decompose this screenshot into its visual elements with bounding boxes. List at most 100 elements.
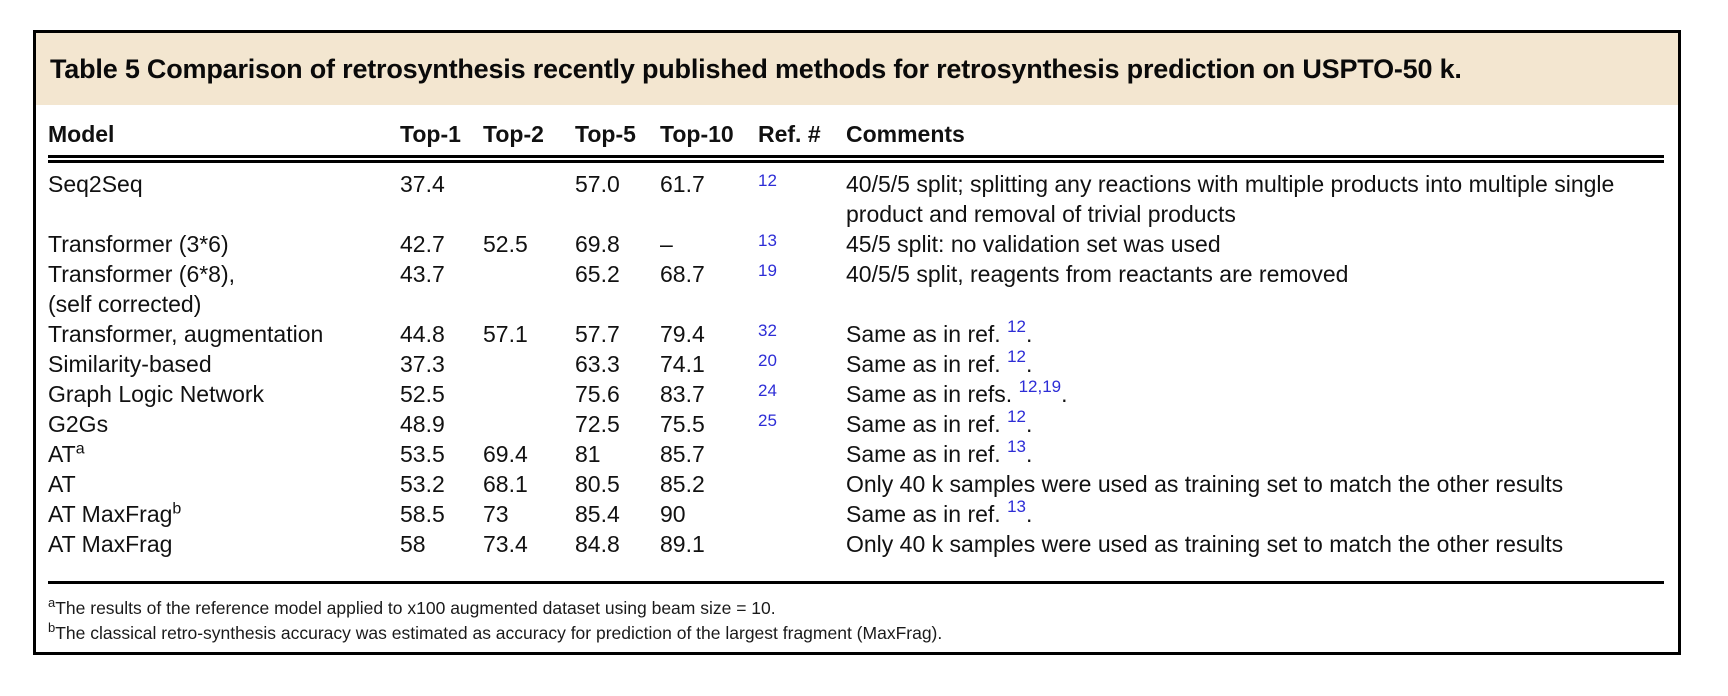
footnote-b-text: The classical retro-synthesis accuracy w… <box>55 623 943 643</box>
comment-text: Only 40 k samples were used as training … <box>846 471 1564 497</box>
comment-cell: Same as in ref. 12. <box>846 407 1664 439</box>
model-cell: G2Gs <box>48 409 400 439</box>
top2-cell <box>483 409 575 439</box>
top10-cell: 89.1 <box>660 531 705 557</box>
reference-link[interactable]: 13 <box>1007 497 1026 517</box>
model-cell: AT MaxFragb <box>48 499 400 529</box>
top5-cell: 57.7 <box>575 321 620 347</box>
comment-text: 40/5/5 split, reagents from reactants ar… <box>846 261 1349 287</box>
comment-cell: 40/5/5 split; splitting any reactions wi… <box>846 159 1664 229</box>
table-row: AT MaxFragb 58.5 73 85.4 90 Same as in r… <box>48 497 1664 529</box>
reference-link[interactable]: 12 <box>1007 347 1026 367</box>
comment-suffix: . <box>1061 381 1068 407</box>
top2-cell <box>483 379 575 409</box>
model-cell: Transformer, augmentation <box>48 319 400 349</box>
footnote-b: bThe classical retro-synthesis accuracy … <box>48 621 1664 646</box>
ref-cell <box>758 439 846 469</box>
top10-cell: 61.7 <box>660 171 705 197</box>
table-row: Transformer (3*6) 42.7 52.5 69.8 – 13 45… <box>48 229 1664 259</box>
comment-text: Same as in ref. <box>846 501 1008 527</box>
col-header-top1: Top-1 <box>400 117 483 163</box>
comment-cell: Same as in ref. 12. <box>846 347 1664 379</box>
comment-text: Same as in ref. <box>846 441 1008 467</box>
table-row: G2Gs 48.9 72.5 75.5 25 Same as in ref. 1… <box>48 407 1664 439</box>
reference-link[interactable]: 24 <box>758 381 777 400</box>
top2-cell: 68.1 <box>483 471 528 497</box>
top1-cell: 48.9 <box>400 411 445 437</box>
reference-link[interactable]: 12,19 <box>1018 377 1062 397</box>
table-title: Table 5 Comparison of retrosynthesis rec… <box>50 53 1462 84</box>
top2-cell <box>483 259 575 319</box>
top1-cell: 37.3 <box>400 351 445 377</box>
reference-link[interactable]: 12 <box>1007 407 1026 427</box>
col-header-top2: Top-2 <box>483 117 575 163</box>
top1-cell: 53.2 <box>400 471 445 497</box>
top10-cell: 90 <box>660 501 686 527</box>
model-cell: ATa <box>48 439 400 469</box>
top10-cell: 85.2 <box>660 471 705 497</box>
reference-link[interactable]: 12 <box>1007 317 1026 337</box>
reference-link[interactable]: 32 <box>758 321 777 340</box>
table-row: Transformer (6*8), (self corrected) 43.7 … <box>48 259 1664 319</box>
footnote-a-marker: a <box>48 595 56 611</box>
comment-text: Same as in ref. <box>846 321 1008 347</box>
col-header-top10: Top-10 <box>660 117 758 163</box>
table-content: Model Top-1 Top-2 Top-5 Top-10 Ref. # Co… <box>36 105 1678 559</box>
top2-cell: 73.4 <box>483 531 528 557</box>
comment-text: Same as in ref. <box>846 351 1008 377</box>
footnotes-section: aThe results of the reference model appl… <box>48 581 1664 646</box>
comment-cell: Same as in ref. 13. <box>846 497 1664 529</box>
model-name-line2: (self corrected) <box>48 291 202 317</box>
comment-cell: Same as in ref. 13. <box>846 437 1664 469</box>
footnote-marker-a: a <box>75 440 85 458</box>
ref-cell: 20 <box>758 349 846 379</box>
top2-cell: 52.5 <box>483 231 528 257</box>
top1-cell: 37.4 <box>400 171 445 197</box>
model-cell: AT MaxFrag <box>48 529 400 559</box>
top2-cell <box>483 159 575 229</box>
top1-cell: 58 <box>400 531 426 557</box>
comment-suffix: . <box>1026 411 1033 437</box>
ref-cell: 13 <box>758 229 846 259</box>
top10-cell: 83.7 <box>660 381 705 407</box>
top10-cell: 75.5 <box>660 411 705 437</box>
model-cell: Transformer (6*8), (self corrected) <box>48 259 400 319</box>
top5-cell: 69.8 <box>575 231 620 257</box>
footnote-marker-b: b <box>172 500 182 518</box>
top10-cell: 74.1 <box>660 351 705 377</box>
model-name: AT <box>48 471 76 497</box>
reference-link[interactable]: 20 <box>758 351 777 370</box>
comment-text: Only 40 k samples were used as training … <box>846 531 1564 557</box>
reference-link[interactable]: 13 <box>1007 437 1026 457</box>
ref-cell: 12 <box>758 159 846 229</box>
col-header-ref: Ref. # <box>758 117 846 163</box>
reference-link[interactable]: 12 <box>758 171 777 190</box>
top2-cell <box>483 349 575 379</box>
reference-link[interactable]: 19 <box>758 261 777 280</box>
top2-cell: 73 <box>483 501 509 527</box>
top5-cell: 72.5 <box>575 411 620 437</box>
comment-cell: Same as in ref. 12. <box>846 317 1664 349</box>
model-name: AT <box>48 441 76 467</box>
table5-panel: Table 5 Comparison of retrosynthesis rec… <box>33 30 1681 655</box>
col-header-model: Model <box>48 117 400 163</box>
model-cell: Similarity-based <box>48 349 400 379</box>
top1-cell: 42.7 <box>400 231 445 257</box>
top10-cell: 68.7 <box>660 261 705 287</box>
table-row: Graph Logic Network 52.5 75.6 83.7 24 Sa… <box>48 377 1664 409</box>
model-name: Transformer (3*6) <box>48 231 229 257</box>
top5-cell: 63.3 <box>575 351 620 377</box>
model-cell: Graph Logic Network <box>48 379 400 409</box>
footnote-a: aThe results of the reference model appl… <box>48 596 1664 621</box>
ref-cell <box>758 469 846 499</box>
col-header-top5: Top-5 <box>575 117 660 163</box>
comment-cell: Same as in refs. 12,19. <box>846 377 1664 409</box>
reference-link[interactable]: 25 <box>758 411 777 430</box>
top10-cell: 85.7 <box>660 441 705 467</box>
reference-link[interactable]: 13 <box>758 231 777 250</box>
model-name: Transformer (6*8), <box>48 261 236 287</box>
comment-suffix: . <box>1026 321 1033 347</box>
comment-suffix: . <box>1026 441 1033 467</box>
comment-cell: Only 40 k samples were used as training … <box>846 469 1664 499</box>
top5-cell: 80.5 <box>575 471 620 497</box>
